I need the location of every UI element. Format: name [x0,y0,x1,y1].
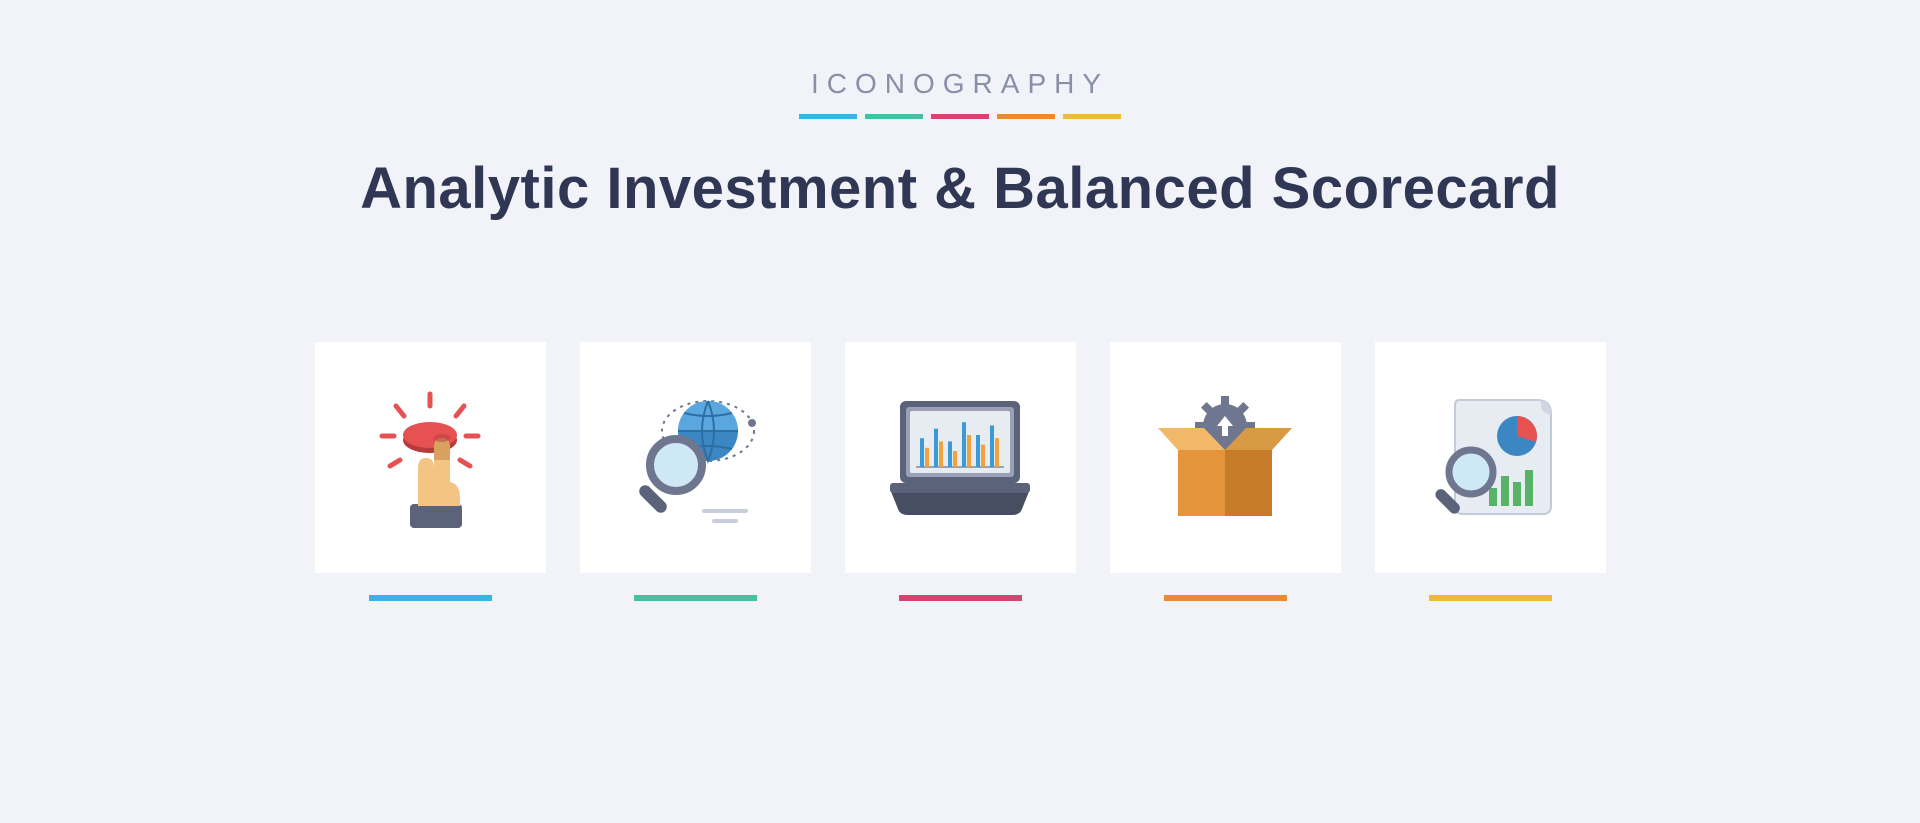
page-title: Analytic Investment & Balanced Scorecard [360,155,1560,222]
tile-underline [1429,595,1552,601]
tile-underline [899,595,1022,601]
header-stripe [997,114,1055,119]
tile-underline [634,595,757,601]
tile-laptop [845,342,1076,601]
card [845,342,1076,573]
tile-underline [1164,595,1287,601]
tile-underline [369,595,492,601]
tile-touch [315,342,546,601]
header: ICONOGRAPHY Analytic Investment & Balanc… [360,68,1560,222]
header-stripes [360,114,1560,119]
tile-box [1110,342,1341,601]
tile-report [1375,342,1606,601]
tile-globe [580,342,811,601]
laptop-chart-icon [880,393,1040,523]
card [1110,342,1341,573]
touch-click-icon [360,388,500,528]
eyebrow: ICONOGRAPHY [360,68,1560,100]
card [1375,342,1606,573]
header-stripe [799,114,857,119]
icon-row [315,342,1606,601]
header-stripe [931,114,989,119]
globe-search-icon [620,383,770,533]
card [315,342,546,573]
box-gear-icon [1150,388,1300,528]
header-stripe [865,114,923,119]
report-analysis-icon [1415,388,1565,528]
header-stripe [1063,114,1121,119]
card [580,342,811,573]
